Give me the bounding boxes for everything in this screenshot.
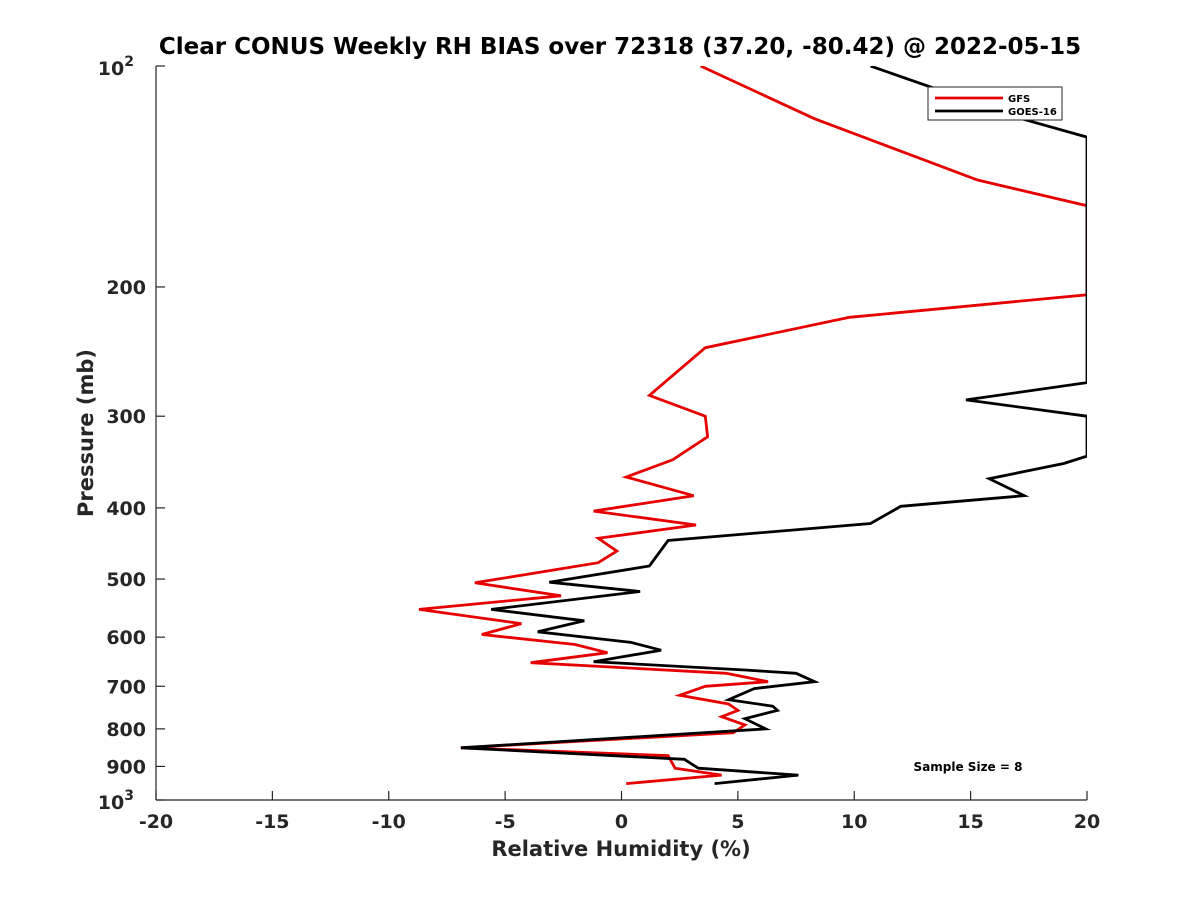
x-tick-label: -20 — [139, 811, 173, 833]
y-axis-label: Pressure (mb) — [74, 349, 98, 517]
y-tick-power-base: 10 — [98, 58, 124, 80]
y-tick-label: 500 — [106, 569, 146, 591]
x-tick-label: -5 — [495, 811, 516, 833]
y-tick-label: 800 — [106, 719, 146, 741]
x-tick-label: 10 — [841, 811, 867, 833]
legend: GFS GOES-16 — [927, 86, 1063, 121]
y-tick-label: 200 — [106, 277, 146, 299]
x-ticks: -20 -15 -10 -5 0 5 10 15 20 — [139, 791, 1100, 833]
x-tick-label: 20 — [1074, 811, 1100, 833]
y-tick-label: 600 — [106, 627, 146, 649]
chart-title: Clear CONUS Weekly RH BIAS over 72318 (3… — [159, 34, 1081, 60]
y-tick-label: 700 — [106, 676, 146, 698]
y-tick-label: 900 — [106, 756, 146, 778]
y-tick-label-power: 102 — [98, 54, 134, 80]
series-line-goes-16 — [460, 66, 1087, 785]
y-tick-power-exp: 2 — [124, 54, 134, 70]
x-axis-label: Relative Humidity (%) — [491, 837, 750, 861]
series-layer — [418, 66, 1087, 785]
legend-label: GFS — [1008, 94, 1030, 105]
y-tick-power-base: 10 — [98, 792, 124, 814]
y-tick-label-power: 103 — [98, 788, 134, 814]
y-tick-label: 300 — [106, 406, 146, 428]
x-tick-label: 0 — [615, 811, 628, 833]
x-tick-label: 5 — [731, 811, 744, 833]
sample-size-annotation: Sample Size = 8 — [914, 760, 1023, 774]
x-tick-label: -10 — [372, 811, 406, 833]
x-tick-label: 15 — [957, 811, 983, 833]
x-tick-label: -15 — [255, 811, 289, 833]
series-line-gfs — [418, 66, 1087, 785]
legend-box — [927, 86, 1063, 121]
y-tick-power-exp: 3 — [124, 788, 134, 804]
y-tick-label: 400 — [106, 498, 146, 520]
legend-label: GOES-16 — [1008, 107, 1057, 118]
